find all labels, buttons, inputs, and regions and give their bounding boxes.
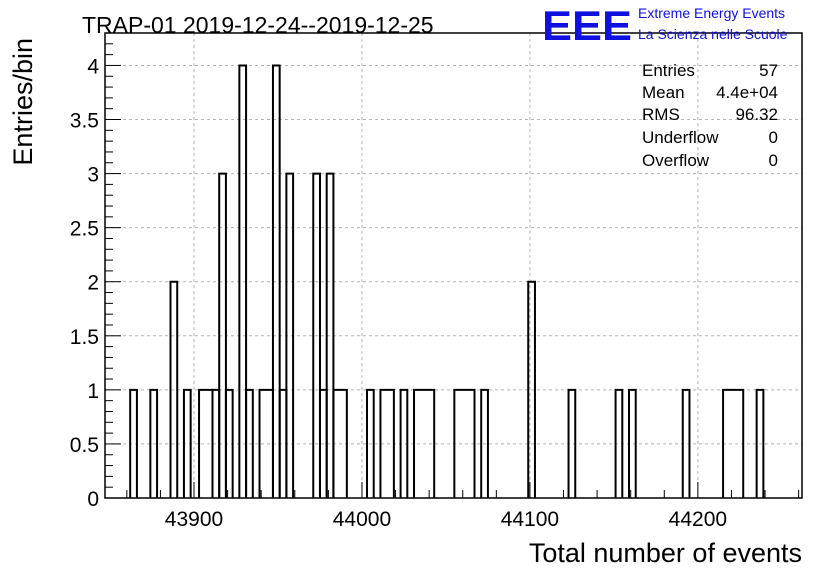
stats-label-rms: RMS — [642, 105, 680, 124]
histogram-bin — [238, 64, 248, 498]
logo-line-1: Extreme Energy Events — [638, 5, 785, 21]
y-tick-label: 4 — [87, 55, 99, 78]
histogram-bin — [527, 280, 536, 498]
y-tick-label: 1.5 — [70, 326, 99, 349]
y-tick-label: 1 — [87, 380, 99, 403]
stats-value-underflow: 0 — [769, 128, 778, 147]
chart-title: TRAP-01 2019-12-24--2019-12-25 — [82, 12, 434, 38]
eee-logo-mark: EEE — [542, 2, 632, 49]
y-tick-label: 2 — [87, 272, 99, 295]
logo-line-2: La Scienza nelle Scuole — [638, 26, 788, 42]
histogram-bin — [285, 172, 295, 498]
x-tick-label: 44200 — [669, 508, 727, 531]
histogram-bin — [628, 388, 637, 498]
histogram-bin — [332, 388, 348, 498]
histogram-bin — [149, 388, 159, 498]
histogram-bin — [453, 388, 476, 498]
y-tick-label: 2.5 — [70, 218, 99, 241]
y-axis: 0 0.5 1 1.5 2 2.5 3 3.5 4 — [70, 32, 121, 511]
histogram-bin — [224, 388, 234, 498]
stats-value-entries: 57 — [759, 61, 778, 80]
stats-box: Entries 57 Mean 4.4e+04 RMS 96.32 Underf… — [642, 61, 778, 170]
y-tick-label: 3 — [87, 164, 99, 187]
histogram-bin — [245, 388, 254, 498]
stats-value-overflow: 0 — [769, 151, 778, 170]
histogram-bins — [129, 64, 765, 498]
histogram-bin — [722, 388, 745, 498]
histogram-bin — [614, 388, 624, 498]
y-axis-title: Entries/bin — [8, 38, 38, 166]
stats-value-mean: 4.4e+04 — [716, 83, 778, 102]
stats-label-entries: Entries — [642, 61, 695, 80]
histogram-bin — [681, 388, 691, 498]
histogram-bin — [312, 172, 321, 498]
x-tick-label: 43900 — [165, 508, 223, 531]
stats-label-underflow: Underflow — [642, 128, 719, 147]
histogram-bin — [480, 388, 489, 498]
stats-label-mean: Mean — [642, 83, 685, 102]
y-tick-label: 3.5 — [70, 110, 99, 133]
histogram-bin — [218, 172, 227, 498]
histogram-bin — [169, 280, 179, 498]
x-tick-label: 44000 — [333, 508, 391, 531]
eee-logo: EEE Extreme Energy Events La Scienza nel… — [542, 2, 788, 49]
stats-label-overflow: Overflow — [642, 151, 710, 170]
x-tick-label: 44100 — [501, 508, 559, 531]
stats-value-rms: 96.32 — [735, 105, 778, 124]
histogram-bin — [379, 388, 395, 498]
histogram-bin — [413, 388, 436, 498]
plot-frame — [104, 32, 803, 499]
y-tick-label: 0 — [87, 488, 99, 511]
histogram-bin — [567, 388, 577, 498]
x-axis-title: Total number of events — [529, 538, 802, 568]
histogram-bin — [129, 388, 138, 498]
histogram-bin — [271, 64, 281, 498]
histogram-bin — [366, 388, 375, 498]
histogram-bin — [399, 388, 409, 498]
x-axis: 43900 44000 44100 44200 — [126, 482, 800, 531]
y-tick-label: 0.5 — [70, 434, 99, 457]
histogram-bin — [325, 172, 335, 498]
histogram-bin — [182, 388, 192, 498]
histogram-bin — [755, 388, 765, 498]
